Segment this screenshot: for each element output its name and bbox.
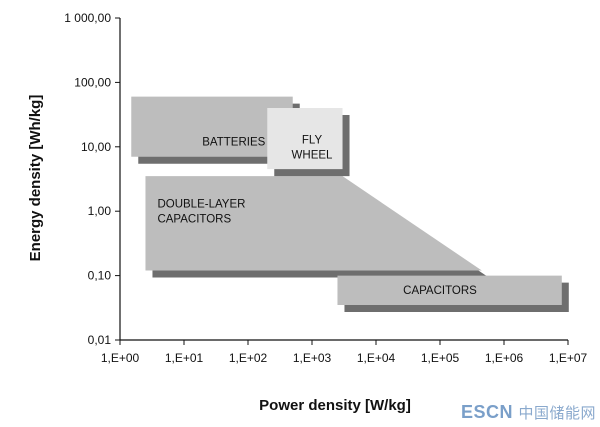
x-tick-label: 1,E+04 <box>357 351 396 365</box>
x-axis-title: Power density [W/kg] <box>259 397 411 414</box>
x-tick-label: 1,E+01 <box>165 351 204 365</box>
x-tick-label: 1,E+03 <box>293 351 332 365</box>
y-tick-label: 0,01 <box>88 333 112 347</box>
chart-regions <box>131 96 569 312</box>
x-tick-label: 1,E+02 <box>229 351 268 365</box>
region-capacitors <box>337 275 562 305</box>
region-label-double-layer-capacitors: DOUBLE-LAYER CAPACITORS <box>157 199 245 226</box>
y-tick-label: 10,00 <box>81 140 111 154</box>
region-fly-wheel <box>267 108 343 170</box>
region-label-batteries: BATTERIES <box>202 137 265 149</box>
chart-axes: 1,E+00 1,E+01 1,E+02 1,E+03 1,E+04 1,E+05 1,E+… <box>64 11 587 365</box>
watermark-brand: ESCN <box>460 402 513 422</box>
watermark: ESCN 中国储能网 <box>461 402 596 423</box>
region-labels: DOUBLE-LAYER CAPACITORS BATTERIES FLY WHEEL C… <box>157 134 477 297</box>
y-tick-label: 100,00 <box>74 75 111 89</box>
y-tick-label: 1 000,00 <box>64 11 111 25</box>
x-tick-label: 1,E+05 <box>421 351 460 365</box>
x-tick-label: 1,E+07 <box>549 351 588 365</box>
region-batteries <box>131 96 293 157</box>
region-double-layer-capacitors <box>145 176 482 271</box>
y-tick-label: 1,00 <box>88 204 112 218</box>
y-tick-label: 0,10 <box>88 269 112 283</box>
watermark-cn: 中国储能网 <box>518 405 596 422</box>
x-tick-label: 1,E+06 <box>485 351 524 365</box>
y-axis-title: Energy density [Wh/kg] <box>27 95 44 262</box>
region-label-capacitors: CAPACITORS <box>403 285 477 297</box>
region-label-fly-wheel: FLY WHEEL <box>292 134 334 161</box>
x-tick-label: 1,E+00 <box>101 351 140 365</box>
